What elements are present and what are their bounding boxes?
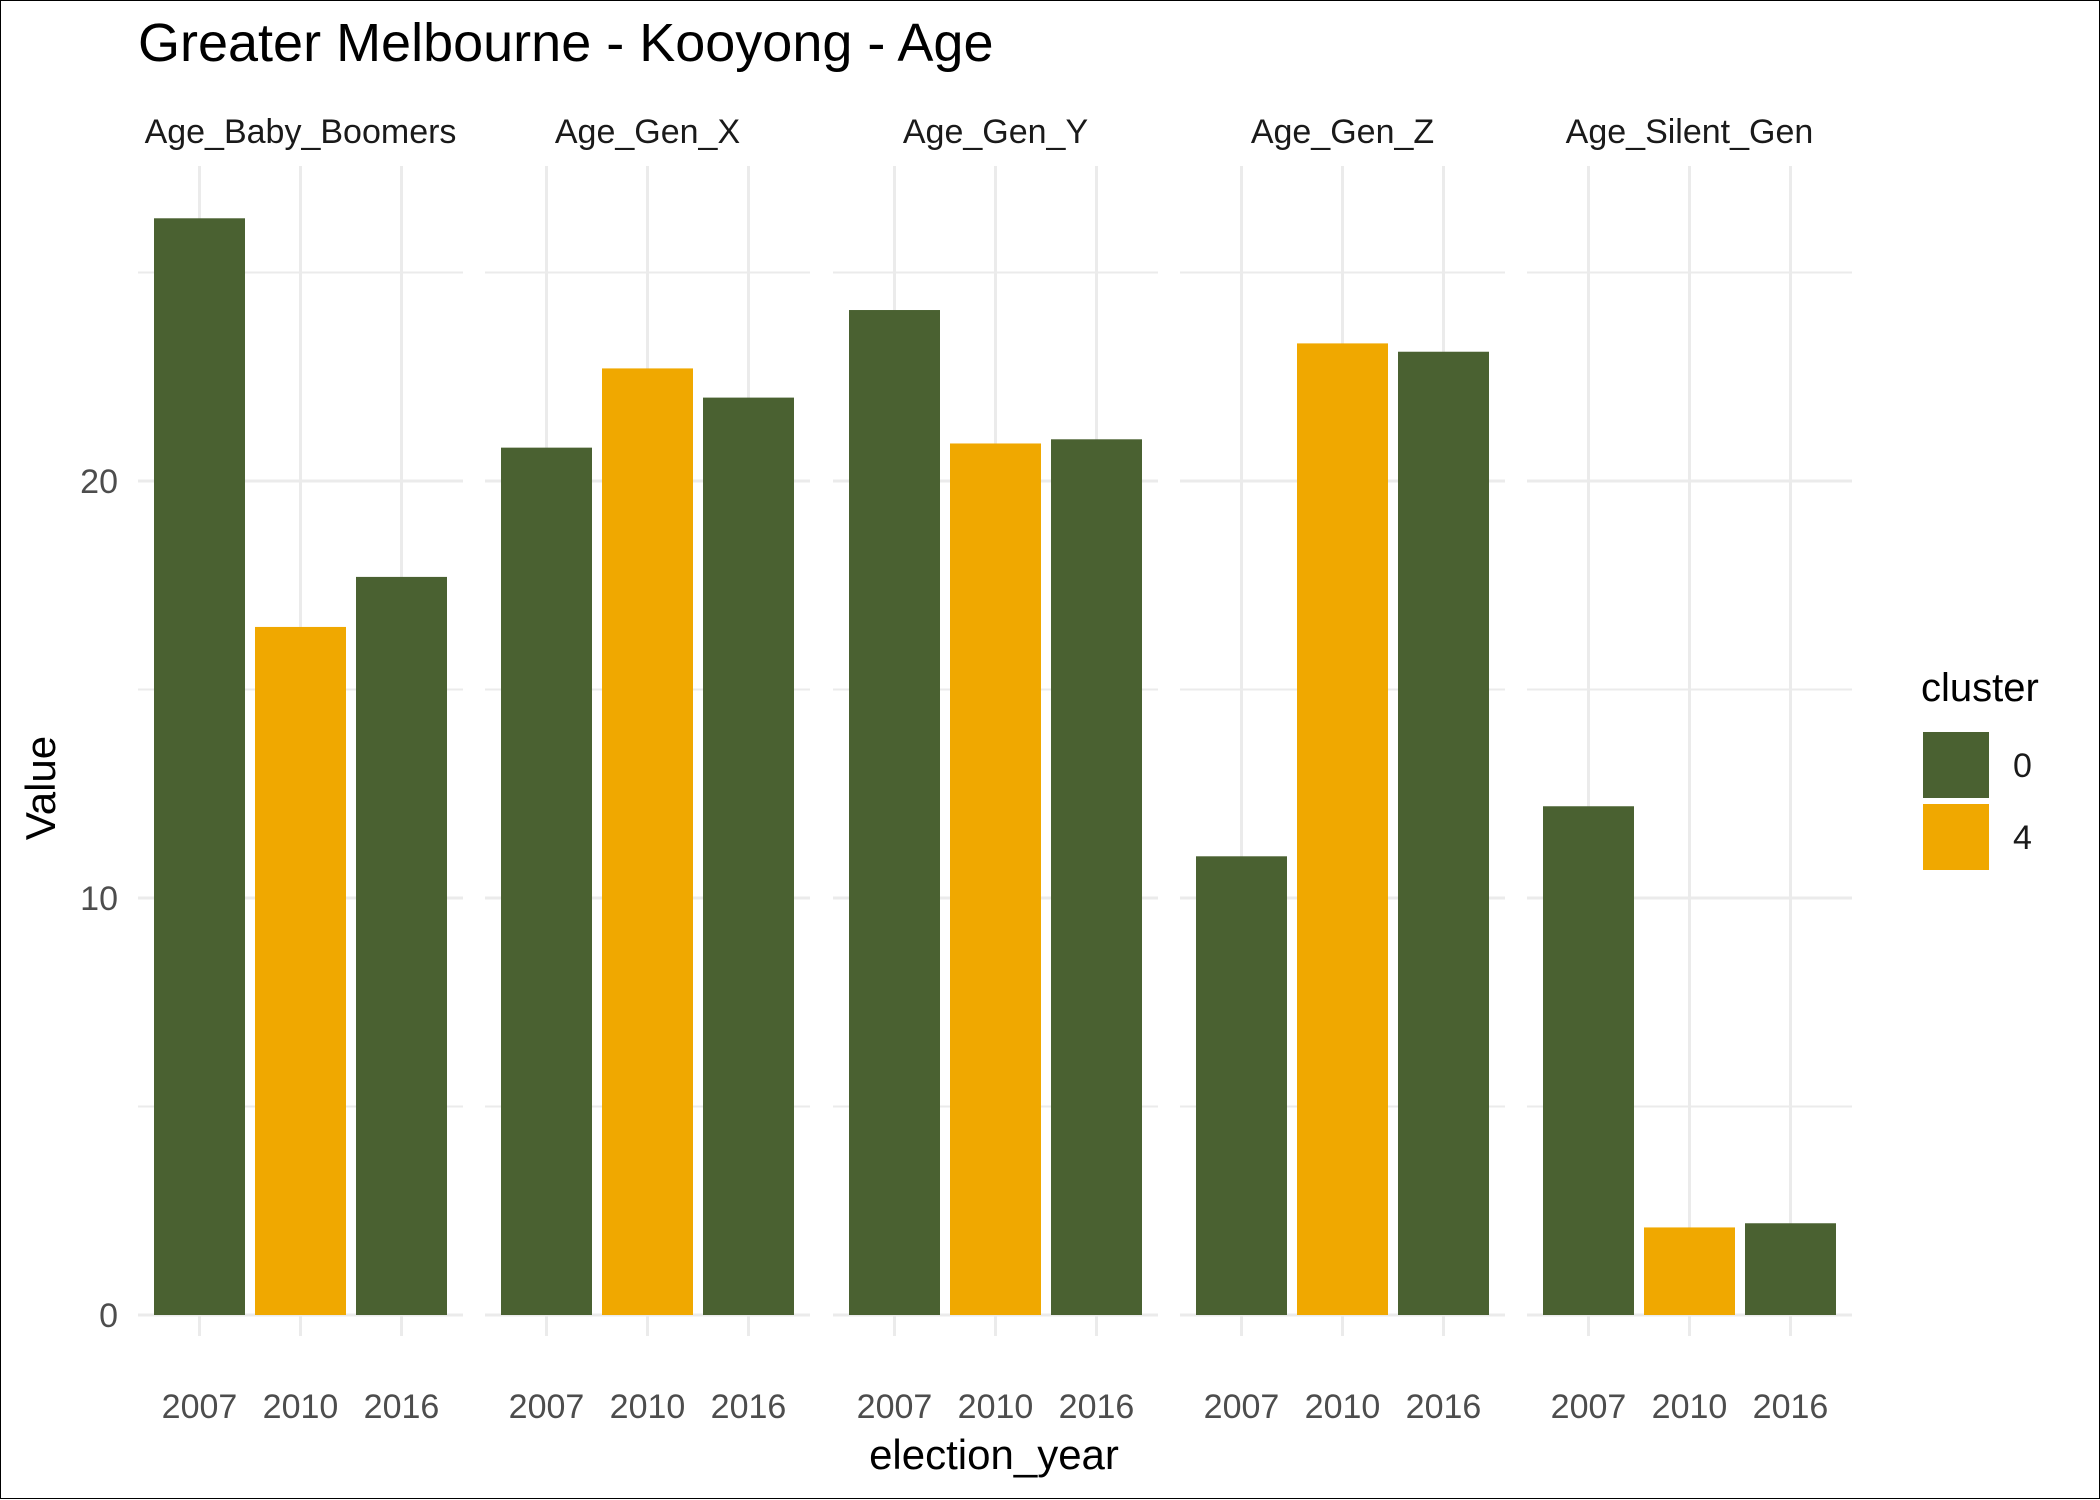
x-tick-label: 2007 (1204, 1388, 1280, 1426)
facet-label: Age_Gen_X (555, 113, 740, 151)
bar (356, 576, 447, 1315)
legend-label: 0 (2013, 747, 2032, 785)
x-tick-label: 2010 (263, 1388, 339, 1426)
x-tick-label: 2007 (509, 1388, 585, 1426)
bar (1297, 343, 1388, 1315)
y-tick-label: 0 (99, 1297, 118, 1335)
bar (154, 218, 245, 1315)
bar (950, 443, 1041, 1316)
bar (1398, 351, 1489, 1316)
x-tick-label: 2016 (711, 1388, 787, 1426)
bar (501, 447, 592, 1315)
bar (1543, 806, 1634, 1315)
bar (602, 368, 693, 1315)
x-tick-label: 2007 (162, 1388, 238, 1426)
y-axis-title: Value (17, 736, 64, 840)
x-tick-label: 2016 (1753, 1388, 1829, 1426)
x-tick-label: 2007 (1551, 1388, 1627, 1426)
bars (154, 218, 1836, 1316)
bar (703, 397, 794, 1316)
facet-label: Age_Gen_Y (903, 113, 1088, 151)
legend-label: 4 (2013, 819, 2032, 857)
legend-key (1923, 804, 1989, 870)
x-tick-label: 2010 (610, 1388, 686, 1426)
facet-label: Age_Gen_Z (1251, 113, 1434, 151)
labels: 0 10 20 Age_Baby_Boomers 2007 2010 2016 Age_Gen… (80, 113, 1828, 1426)
bar (1644, 1227, 1735, 1315)
x-tick-label: 2010 (1652, 1388, 1728, 1426)
x-tick-label: 2010 (1305, 1388, 1381, 1426)
bar (1051, 439, 1142, 1315)
legend: cluster 0 4 (1921, 666, 2039, 870)
x-tick-label: 2016 (1406, 1388, 1482, 1426)
facet-label: Age_Silent_Gen (1566, 113, 1814, 151)
y-tick-label: 20 (80, 463, 118, 501)
bar (1745, 1223, 1836, 1315)
x-tick-label: 2016 (1059, 1388, 1135, 1426)
x-tick-label: 2007 (857, 1388, 933, 1426)
bar (1196, 856, 1287, 1315)
bar (255, 626, 346, 1315)
x-tick-label: 2010 (958, 1388, 1034, 1426)
chart-title: Greater Melbourne - Kooyong - Age (138, 13, 993, 73)
legend-key (1923, 732, 1989, 798)
legend-title: cluster (1921, 666, 2039, 710)
facet-label: Age_Baby_Boomers (145, 113, 457, 151)
bar (849, 310, 940, 1315)
x-axis-title: election_year (869, 1431, 1119, 1478)
y-tick-label: 10 (80, 880, 118, 918)
x-tick-label: 2016 (364, 1388, 440, 1426)
